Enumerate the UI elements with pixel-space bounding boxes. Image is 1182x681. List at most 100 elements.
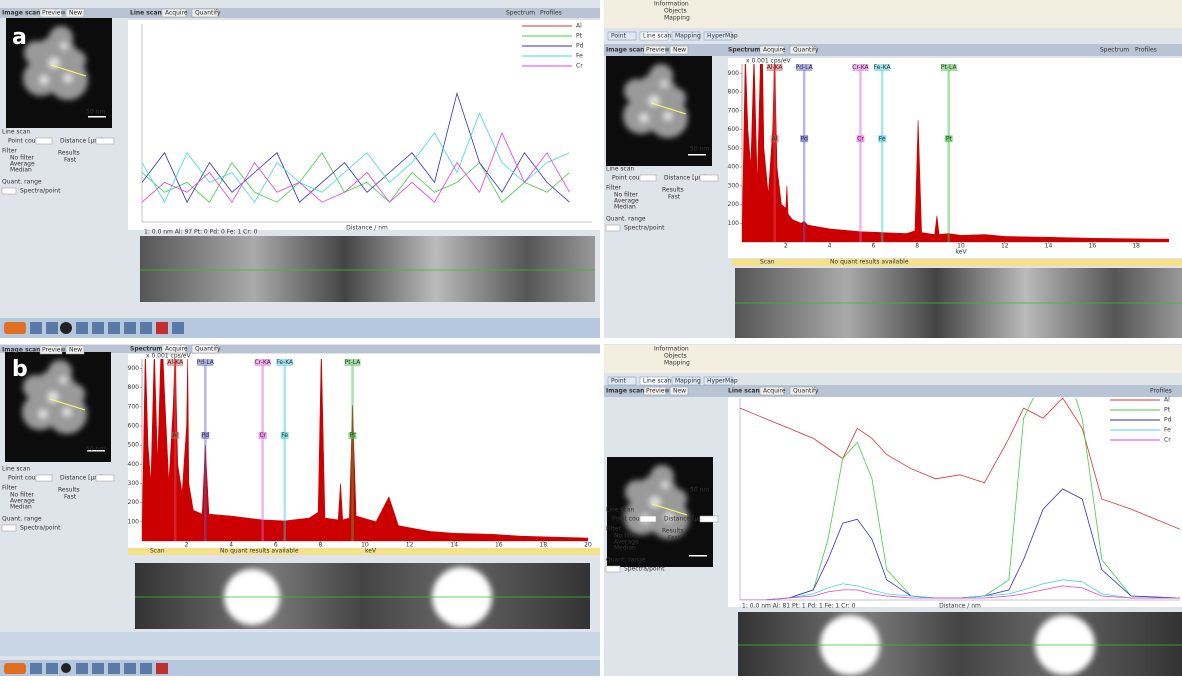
peak-tag: Pt	[350, 432, 357, 439]
scan-strip	[135, 563, 590, 629]
scan-label: Scan	[760, 259, 775, 266]
legend-label: Cr	[1164, 437, 1171, 444]
tab-label: Spectrum	[506, 10, 535, 17]
blank-area	[0, 632, 600, 656]
scan-message: No quant results available	[830, 259, 909, 266]
option: Fast	[668, 535, 681, 542]
button-label: Preview	[646, 388, 669, 395]
button-label: Acquire	[165, 346, 188, 353]
toolbar-title: Spectrum	[130, 346, 163, 353]
y-tick-label: 500	[728, 145, 740, 152]
readout: 1: 0.0 nm Al: 97 Pt: 0 Pd: 0 Fe: 1 Cr: 0	[144, 229, 258, 236]
scan-label: Scan	[150, 548, 165, 555]
peak-label: Al-KA	[167, 359, 184, 366]
option: Fast	[668, 194, 681, 201]
field-label: Spectra/point	[624, 566, 665, 573]
info-label: Information	[654, 1, 689, 8]
peak-label: Al-KA	[767, 64, 784, 71]
tab-label: Line scan	[643, 33, 672, 40]
y-tick-label: 900	[728, 70, 740, 77]
peak-tag: Fe	[281, 432, 288, 439]
tab-label: Profiles	[540, 10, 562, 17]
screenshot: a b 1: 0.0 nm Al: 97 Pt: 0 Pd: 0 Fe: 1 C…	[0, 0, 1182, 676]
peak-tag: Cr	[259, 432, 266, 439]
legend-label: Al	[1164, 397, 1170, 404]
legend-label: Pt	[1164, 407, 1171, 414]
header-bar	[604, 385, 1182, 397]
tab-label: Mapping	[675, 378, 701, 385]
section-title: Line scan	[606, 507, 635, 514]
y-tick-label: 300	[728, 182, 740, 189]
info-label: Objects	[664, 8, 687, 15]
taskbar	[0, 660, 600, 676]
y-tick-label: 200	[728, 201, 740, 208]
legend-label: Pt	[576, 33, 583, 40]
scale-label: 50 nm	[86, 446, 105, 453]
peak-label: Pd-LA	[197, 359, 215, 366]
readout: 1: 0.0 nm Al: 81 Pt: 1 Pd: 1 Fe: 1 Cr: 0	[742, 603, 856, 610]
tab-label: HyperMap	[707, 33, 738, 40]
tab-label: Spectrum	[1100, 47, 1129, 54]
scan-strip	[738, 612, 1182, 676]
section-title: Filter	[606, 185, 621, 192]
section-title: Line scan	[2, 129, 31, 136]
section-title: Quant. range	[2, 516, 42, 523]
scan-message: No quant results available	[220, 548, 299, 555]
scale-label: 50 nm	[690, 146, 709, 153]
option: Median	[10, 504, 32, 511]
option: Fast	[64, 157, 77, 164]
info-label: Mapping	[664, 15, 690, 22]
peak-tag: Pt	[946, 135, 953, 142]
y-tick-label: 100	[728, 220, 740, 227]
option: Median	[614, 545, 636, 552]
peak-tag: Al	[172, 432, 178, 439]
button-label: Acquire	[763, 388, 786, 395]
input	[2, 188, 16, 194]
tab-label: Mapping	[675, 33, 701, 40]
plot-bg	[128, 20, 600, 230]
peak-label: Cr-KA	[852, 64, 869, 71]
peak-label: Fe-KA	[874, 64, 892, 71]
plot-bg	[728, 397, 1182, 607]
info-label: Information	[654, 346, 689, 353]
peak-label: Pt-LA	[941, 64, 958, 71]
legend-label: Pd	[1164, 417, 1172, 424]
peak-label: Pt-LA	[345, 359, 362, 366]
y-tick-label: 800	[128, 384, 140, 391]
x-axis-label: Distance / nm	[939, 603, 981, 610]
y-tick-label: 700	[128, 403, 140, 410]
tab-label: Point	[611, 378, 627, 385]
y-tick-label: 600	[728, 126, 740, 133]
sidebar-title: Image scan	[606, 388, 644, 395]
sidebar-title: Image scan	[2, 10, 40, 17]
input	[2, 525, 16, 531]
panel-label: b	[12, 357, 28, 382]
button-label: Preview	[646, 47, 669, 54]
tab-label: Point	[611, 33, 627, 40]
scan-strip	[140, 236, 595, 302]
input	[36, 138, 52, 144]
field-label: Spectra/point	[624, 225, 665, 232]
button-label: New	[69, 10, 82, 17]
y-tick-label: 500	[128, 442, 140, 449]
toolbar-title: Line scan	[130, 10, 162, 17]
y-tick-label: 100	[128, 518, 140, 525]
section-title: Results	[58, 150, 80, 157]
peak-label: Pd-LA	[796, 64, 814, 71]
section-title: Results	[58, 487, 80, 494]
scan-bar	[732, 259, 1182, 266]
input	[640, 175, 656, 181]
peak-tag: Pd	[202, 432, 210, 439]
header-bar	[0, 345, 600, 353]
button-label: Acquire	[763, 47, 786, 54]
option: Median	[10, 167, 32, 174]
section-title: Line scan	[2, 466, 31, 473]
button-label: New	[673, 388, 686, 395]
toolbar-title: Spectrum	[728, 47, 761, 54]
scale-label: 50 nm	[690, 487, 709, 494]
input	[96, 475, 114, 481]
option: Median	[614, 204, 636, 211]
button-label: Quantify	[793, 388, 819, 395]
y-tick-label: 300	[128, 480, 140, 487]
taskbar	[0, 318, 600, 338]
